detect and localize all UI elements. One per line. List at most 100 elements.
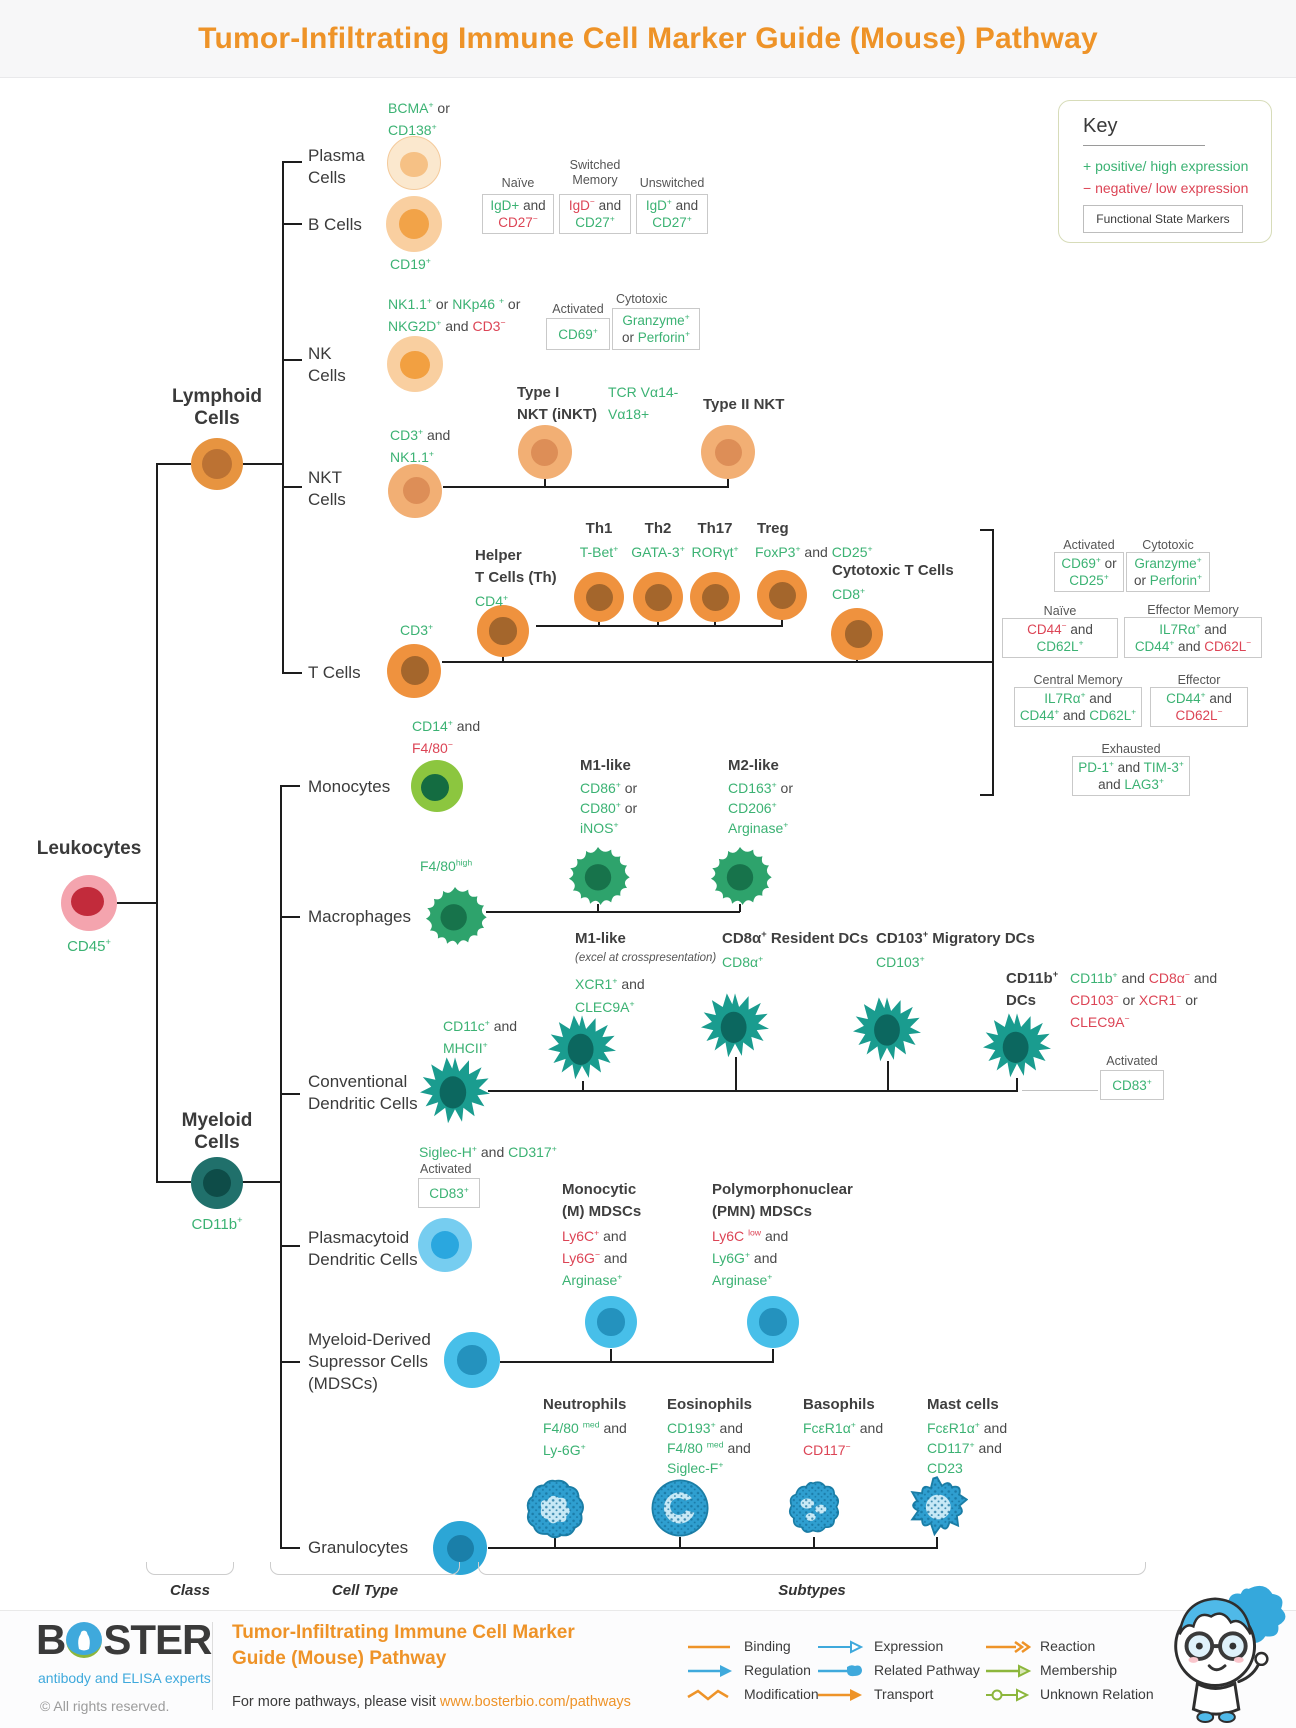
eosinophil-marker-line3: Siglec-F+ bbox=[667, 1459, 724, 1476]
t-central-memory-marker-box: IL7Rα+ and CD44+ and CD62L+ bbox=[1014, 687, 1142, 727]
cdc-marker-line1: CD11c+ and bbox=[443, 1017, 518, 1034]
monocyte-cell-icon bbox=[411, 760, 463, 812]
myeloid-label-line1: Myeloid bbox=[181, 1110, 253, 1131]
connector-line bbox=[610, 1349, 612, 1362]
membership-icon bbox=[986, 1664, 1032, 1678]
m1-dc-note: (excel at crosspresentation) bbox=[575, 952, 717, 964]
bracket-line bbox=[980, 794, 993, 796]
connector-line bbox=[280, 785, 300, 787]
plasma-cells-label-line1: Plasma bbox=[308, 146, 365, 165]
lymphoid-label-line2: Cells bbox=[194, 408, 240, 429]
nkt-cell-icon bbox=[388, 464, 442, 518]
cytotoxic-t-marker: CD8+ bbox=[832, 585, 866, 602]
connector-line bbox=[282, 359, 302, 361]
plasma-cell-icon bbox=[387, 136, 441, 190]
m2-macrophage-label: M2-like bbox=[728, 757, 779, 774]
m1-dc-label: M1-like bbox=[575, 930, 626, 947]
leukocyte-cell-icon bbox=[61, 875, 117, 931]
nkt-cells-label-line1: NKT bbox=[308, 468, 342, 487]
monocyte-marker-line1: CD14+ and bbox=[412, 717, 481, 734]
helper-t-label-line1: Helper bbox=[475, 547, 522, 564]
cd11b-dc-marker-line2: CD103− or XCR1− or bbox=[1070, 991, 1198, 1008]
pathways-link[interactable]: www.bosterbio.com/pathways bbox=[439, 1694, 631, 1710]
connector-line bbox=[282, 672, 302, 674]
m-mdsc-label-line1: Monocytic bbox=[562, 1181, 637, 1198]
axis-subtypes-label: Subtypes bbox=[778, 1582, 846, 1599]
mast-marker-line3: CD23 bbox=[927, 1460, 963, 1476]
connector-line bbox=[1022, 1090, 1098, 1091]
logo-o-icon bbox=[66, 1622, 103, 1658]
key-negative-legend: − negative/ low expression bbox=[1083, 180, 1249, 196]
neutrophils-label: Neutrophils bbox=[543, 1396, 627, 1413]
cdc-marker-line2: MHCII+ bbox=[443, 1039, 488, 1056]
key-heading: Key bbox=[1083, 115, 1118, 137]
modification-icon bbox=[687, 1689, 729, 1701]
connector-line bbox=[157, 463, 191, 465]
b-switched-state-label-line1: Switched bbox=[569, 158, 621, 172]
connector-line bbox=[488, 1090, 1018, 1092]
th1-cell-icon bbox=[574, 572, 624, 622]
pdc-label-line1: Plasmacytoid bbox=[308, 1228, 410, 1247]
subtypes-bracket bbox=[478, 1562, 1146, 1575]
plasma-marker-line2: CD138+ bbox=[388, 121, 437, 138]
type2-nkt-cell-icon bbox=[701, 425, 755, 479]
th17-label: Th17 bbox=[697, 520, 733, 537]
cd11b-dc-label-line1: CD11b+ bbox=[1006, 969, 1059, 987]
type2-nkt-label: Type II NKT bbox=[703, 396, 785, 413]
eosinophil-marker-line1: CD193+ and bbox=[667, 1419, 743, 1436]
t-cell-icon bbox=[387, 644, 441, 698]
pmn-mdsc-label-line1: Polymorphonuclear bbox=[712, 1181, 853, 1198]
th2-label: Th2 bbox=[644, 520, 672, 537]
connector-line bbox=[282, 486, 302, 488]
key-divider bbox=[1083, 145, 1205, 146]
t-activated-marker-box: CD69+ or CD25+ bbox=[1054, 552, 1124, 592]
t-effector-state-label: Effector bbox=[1177, 673, 1221, 687]
connector-line bbox=[156, 463, 158, 1183]
basophil-marker-line1: FcεR1α+ and bbox=[803, 1419, 884, 1436]
cd11b-dc-marker-line1: CD11b+ and CD8α− and bbox=[1070, 969, 1218, 986]
eosinophils-label: Eosinophils bbox=[667, 1396, 753, 1413]
m-mdsc-marker-line2: Ly6G− and bbox=[562, 1249, 628, 1266]
t-effector-memory-marker-box: IL7Rα+ and CD44+ and CD62L− bbox=[1124, 617, 1262, 658]
th17-cell-icon bbox=[690, 572, 740, 622]
class-bracket bbox=[146, 1562, 234, 1575]
bracket-line bbox=[992, 529, 994, 796]
m-mdsc-marker-line3: Arginase+ bbox=[562, 1271, 623, 1288]
mdsc-cell-icon bbox=[444, 1332, 500, 1388]
mast-cell-icon bbox=[911, 1476, 968, 1536]
connector-line bbox=[157, 1181, 191, 1183]
connector-line bbox=[282, 223, 302, 225]
binding-icon bbox=[688, 1645, 730, 1649]
dc-activated-state-label: Activated bbox=[1106, 1054, 1158, 1068]
connector-line bbox=[679, 1537, 681, 1548]
key-positive-legend: + positive/ high expression bbox=[1083, 158, 1249, 174]
footer-divider bbox=[212, 1622, 213, 1710]
header-bar: Tumor-Infiltrating Immune Cell Marker Gu… bbox=[0, 0, 1296, 78]
footer-title-line1: Tumor-Infiltrating Immune Cell Marker bbox=[232, 1622, 575, 1643]
m1-dc-marker-line2: CLEC9A+ bbox=[575, 998, 635, 1015]
m1-marker-line2: CD80+ or bbox=[580, 799, 638, 816]
b-cell-marker: CD19+ bbox=[390, 255, 431, 272]
cd11b-dc-label-line2: DCs bbox=[1006, 992, 1037, 1009]
nk-cytotoxic-marker-box: Granzyme+ or Perforin+ bbox=[612, 308, 700, 350]
connector-line bbox=[887, 1061, 889, 1091]
cd8a-dc-marker: CD8α+ bbox=[722, 953, 764, 970]
b-switched-state-label-line2: Memory bbox=[572, 173, 618, 187]
connector-line bbox=[280, 1547, 300, 1549]
connector-line bbox=[280, 1093, 300, 1095]
bracket-line bbox=[980, 529, 993, 531]
mast-marker-line2: CD117+ and bbox=[927, 1439, 1002, 1456]
pmn-mdsc-marker-line3: Arginase+ bbox=[712, 1271, 773, 1288]
m1-dc-marker-line1: XCR1+ and bbox=[575, 975, 645, 992]
cd8a-dc-cell-icon bbox=[701, 993, 769, 1058]
legend-regulation-label: Regulation bbox=[744, 1662, 811, 1678]
pdc-marker: Siglec-H+ and CD317+ bbox=[419, 1143, 557, 1160]
nk-activated-state-label: Activated bbox=[552, 302, 604, 316]
connector-line bbox=[856, 658, 858, 662]
m1-macrophage-cell-icon bbox=[568, 846, 630, 906]
neutrophil-cell-icon bbox=[526, 1479, 584, 1539]
connector-line bbox=[597, 904, 599, 912]
legend-membership-label: Membership bbox=[1040, 1662, 1118, 1678]
granulocytes-label: Granulocytes bbox=[308, 1538, 409, 1557]
